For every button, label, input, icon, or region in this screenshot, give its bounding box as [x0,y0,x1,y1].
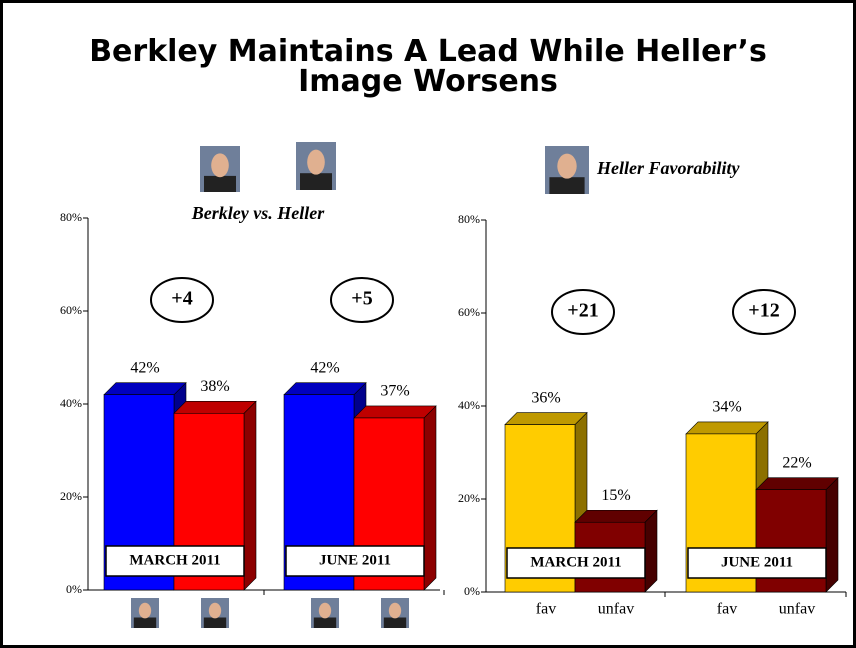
bar-side [423,405,437,591]
annotation-circle [150,277,214,323]
category-box [506,547,646,579]
value-label: 34% [712,399,741,416]
photo [296,142,336,190]
photo [201,598,229,628]
bar-side [825,476,839,593]
annotation: +4 [171,288,192,310]
photo-suit [313,617,337,628]
y-tick-label: 60% [458,305,480,319]
bar-top [283,382,367,396]
photo-suit [133,617,157,628]
value-label: 36% [531,389,560,406]
category-box [687,547,827,579]
x-tick-label: unfav [598,601,634,618]
photo [381,598,409,628]
annotation-circle [330,277,394,323]
annotation-circle [551,289,615,335]
category-label: MARCH 2011 [129,552,220,568]
photo-suit [300,173,332,190]
y-tick-label: 80% [60,210,82,224]
photo-face [211,153,229,178]
value-label: 42% [130,359,159,376]
y-tick-label: 20% [60,489,82,503]
x-tick-label: fav [536,601,556,618]
photo [311,598,339,628]
value-label: 37% [380,383,409,400]
value-label: 42% [310,359,339,376]
x-tick-label: unfav [779,601,815,618]
bar-side [644,509,658,593]
y-tick-label: 0% [464,584,480,598]
y-tick-label: 60% [60,303,82,317]
bar-top [574,509,658,523]
photo-suit [383,617,407,628]
category-box [105,545,245,577]
chart-title: Heller Favorability [596,158,740,178]
y-tick-label: 20% [458,491,480,505]
y-tick-label: 0% [66,582,82,596]
y-tick-label: 80% [458,212,480,226]
chart-title: Berkley vs. Heller [191,203,325,223]
photo-suit [203,617,227,628]
photo-face [318,602,332,619]
slide-title: Berkley Maintains A Lead While Heller’s I… [89,34,767,99]
bar-top [685,421,769,435]
annotation-circle [732,289,796,335]
annotation: +5 [351,288,372,310]
bar-top [504,412,588,425]
bar-top [755,477,839,491]
value-label: 22% [782,454,811,471]
annotation: +21 [567,300,598,322]
photo-suit [204,175,236,192]
annotation: +12 [748,300,779,322]
photo-face [208,602,222,619]
photo-face [138,602,152,619]
photo-face [388,602,402,619]
photo [200,146,240,192]
photo-face [557,153,577,179]
value-label: 15% [601,487,630,504]
y-tick-label: 40% [60,396,82,410]
category-label: JUNE 2011 [721,554,793,570]
category-label: JUNE 2011 [319,552,391,568]
photo-face [307,149,325,175]
bar-top [173,400,257,414]
photo [131,598,159,628]
photo [545,146,589,194]
category-label: MARCH 2011 [530,554,621,570]
photo-suit [549,177,585,194]
y-tick-label: 40% [458,398,480,412]
x-tick-label: fav [717,601,737,618]
bar-top [353,405,437,419]
bar-side [243,400,257,591]
category-box [285,545,425,577]
bar-top [103,382,187,396]
value-label: 38% [200,378,229,395]
